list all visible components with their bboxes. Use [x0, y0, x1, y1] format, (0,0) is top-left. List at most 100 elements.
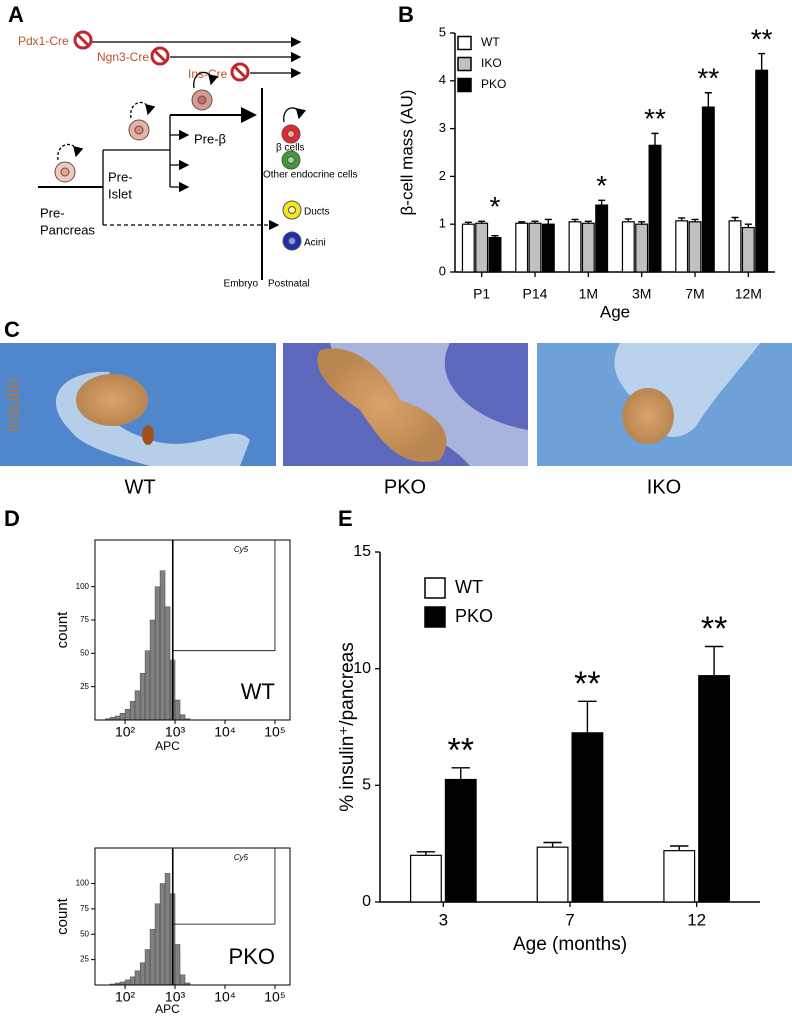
legend-label: IKO — [481, 56, 502, 70]
y-tick-label: 5 — [439, 24, 446, 39]
period-label: Embryo — [224, 279, 259, 290]
histogram-bar — [174, 944, 181, 986]
y-tick-label: 10 — [353, 660, 371, 677]
bar — [698, 675, 731, 903]
histogram-bar — [159, 883, 166, 986]
fate-label: β cells — [276, 143, 305, 154]
histogram-bar — [129, 701, 136, 721]
cre-label: Pdx1-Cre — [18, 34, 69, 48]
histogram-bar — [179, 974, 186, 986]
panel-letter: E — [338, 506, 353, 531]
genotype-label: IKO — [647, 476, 681, 498]
histogram-bar — [159, 570, 166, 721]
y-axis-title: count — [54, 897, 71, 935]
histogram-bar — [119, 713, 126, 721]
bar — [475, 222, 489, 273]
micrographs: insulin WT PKO IKO — [0, 343, 792, 498]
y-tick-label: 75 — [80, 904, 89, 913]
legend-label: WT — [455, 577, 483, 597]
y-axis-title: count — [54, 611, 71, 649]
stage-label: Pre- — [108, 169, 133, 184]
histogram-bar — [134, 970, 141, 986]
y-tick-label: 5 — [362, 777, 371, 794]
legend-swatch — [424, 577, 446, 599]
significance-label: ** — [448, 732, 474, 770]
y-tick-label: 100 — [76, 582, 90, 591]
y-axis-title: % insulin⁺/pancreas — [337, 642, 358, 812]
x-axis-title: Age (months) — [513, 934, 627, 955]
histogram-bar — [134, 690, 141, 721]
plot-frame — [94, 847, 291, 986]
histogram-bar — [154, 586, 161, 721]
significance-label: ** — [751, 23, 773, 54]
error-bar — [670, 845, 689, 851]
prohibit-icons — [73, 30, 250, 82]
error-bar — [518, 221, 526, 224]
bar — [581, 222, 595, 273]
histogram-bar — [174, 699, 181, 721]
x-tick-label: 7 — [565, 910, 574, 929]
tissue-gap — [55, 371, 250, 466]
panel-letter: A — [8, 2, 24, 27]
histogram-bar — [164, 606, 171, 721]
legend-label: PKO — [481, 77, 506, 91]
bar — [515, 222, 529, 273]
histogram-bar — [139, 673, 146, 721]
y-tick-label: 25 — [80, 682, 89, 691]
x-tick-label: 7M — [685, 286, 704, 302]
y-tick-label: 2 — [439, 168, 446, 183]
significance-label: ** — [701, 610, 727, 648]
error-bar — [451, 767, 470, 780]
islet — [317, 348, 447, 462]
panel-letter: B — [398, 2, 414, 27]
significance-label: ** — [574, 665, 600, 703]
x-tick-label: 3 — [439, 910, 448, 929]
bar — [663, 850, 696, 903]
histogram-bar — [149, 619, 156, 721]
islet — [622, 388, 674, 444]
stage-label: Pre- — [40, 205, 65, 220]
histogram-bar — [144, 650, 151, 721]
histogram-bar — [144, 949, 151, 986]
fate-label: Acini — [304, 238, 326, 249]
histogram-bar — [139, 962, 146, 986]
x-axis-title: Age — [600, 302, 630, 321]
y-tick-label: 0 — [439, 263, 446, 278]
bar — [675, 220, 689, 273]
y-tick-label: 4 — [439, 72, 446, 87]
stage-label: Pancreas — [40, 222, 95, 237]
panel-letter: C — [4, 317, 20, 342]
significance-label: ** — [697, 63, 719, 94]
x-tick-label: 10³ — [165, 989, 186, 1005]
gate-label: Cy5 — [234, 853, 249, 862]
error-bar — [758, 52, 766, 71]
x-tick-label: 10² — [115, 989, 136, 1005]
significance-label: ** — [644, 103, 666, 134]
histogram-bar — [164, 873, 171, 986]
panel-letter: D — [4, 506, 20, 531]
bar — [444, 778, 477, 903]
x-tick-label: P14 — [523, 286, 548, 302]
bar — [409, 854, 442, 903]
period-label: Postnatal — [268, 279, 310, 290]
error-bar — [704, 645, 724, 676]
bar — [571, 732, 604, 903]
histogram-bar — [124, 979, 131, 986]
bar — [568, 221, 582, 273]
bar — [536, 846, 569, 903]
significance-label: * — [596, 170, 607, 201]
bar — [635, 223, 649, 273]
error-bar — [578, 700, 597, 733]
bar — [728, 220, 742, 273]
genotype-label: PKO — [384, 476, 426, 498]
bar — [701, 106, 715, 273]
bar — [461, 223, 475, 273]
legend-label: PKO — [455, 606, 493, 626]
y-tick-label: 15 — [353, 543, 371, 560]
legend-swatch — [457, 35, 472, 51]
x-tick-label: 10³ — [165, 724, 186, 740]
histogram-bar — [114, 715, 121, 721]
error-bar — [478, 220, 486, 224]
error-bar — [598, 199, 606, 206]
y-tick-label: 75 — [80, 615, 89, 624]
